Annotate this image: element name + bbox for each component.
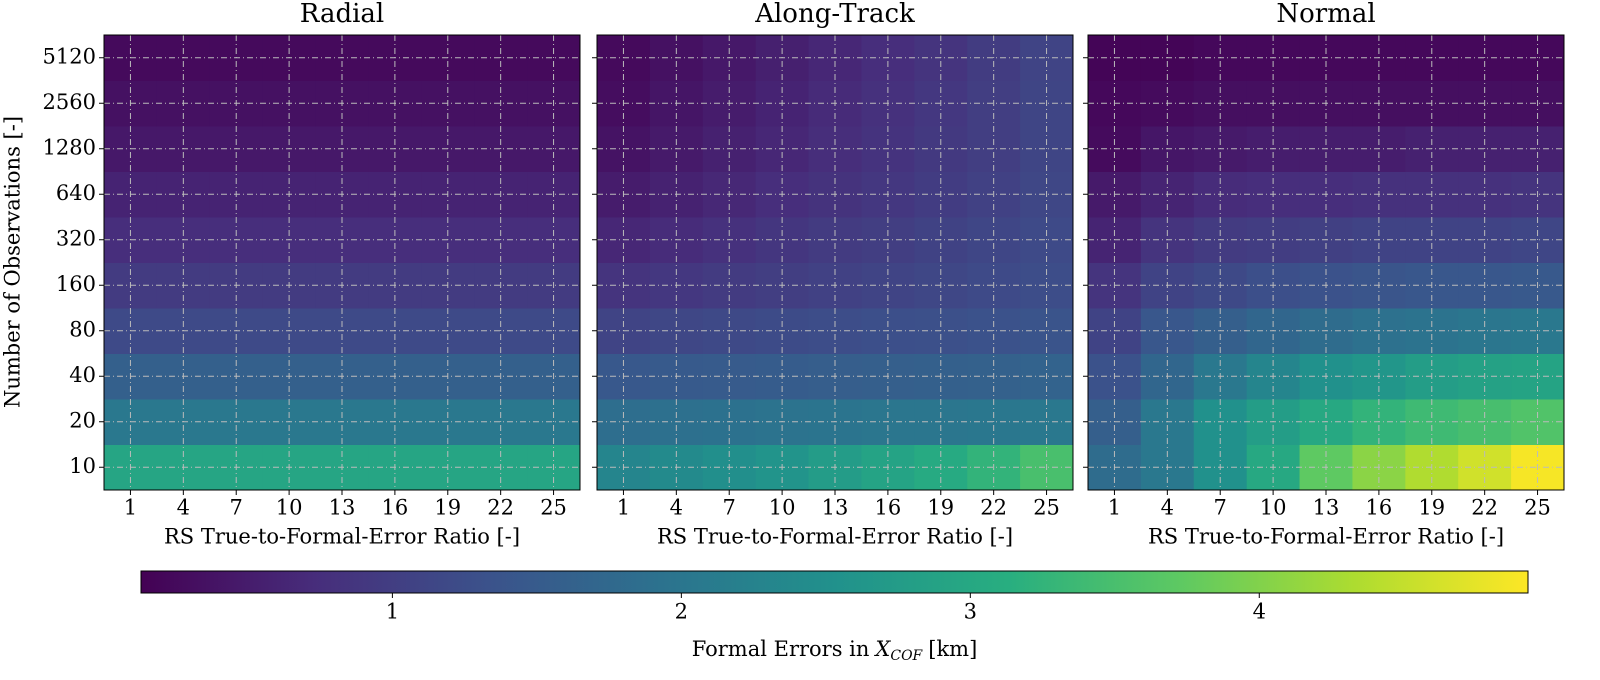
panel-frame — [103, 34, 581, 491]
x-tick-label: 1 — [617, 496, 630, 520]
x-tick-label: 22 — [487, 496, 514, 520]
panel-frame — [1087, 34, 1565, 491]
panel-title: Along-Track — [754, 0, 915, 29]
x-tick-label: 4 — [177, 496, 190, 520]
y-tick-label: 80 — [69, 317, 96, 341]
x-tick-label: 19 — [1418, 496, 1445, 520]
x-tick-label: 1 — [1108, 496, 1121, 520]
y-tick-label: 1280 — [43, 135, 96, 159]
y-tick-label: 40 — [69, 363, 96, 387]
x-tick-label: 25 — [540, 496, 567, 520]
x-axis-label: RS True-to-Formal-Error Ratio [-] — [164, 525, 520, 549]
x-tick-label: 7 — [1214, 496, 1227, 520]
y-axis-label: Number of Observations [-] — [1, 116, 25, 408]
x-tick-label: 4 — [670, 496, 683, 520]
x-axis-label: RS True-to-Formal-Error Ratio [-] — [657, 525, 1013, 549]
colorbar-tick-label: 4 — [1253, 600, 1266, 624]
y-tick-label: 2560 — [43, 90, 96, 114]
colorbar-label-unit: [km] — [928, 637, 977, 661]
x-tick-label: 19 — [434, 496, 461, 520]
colorbar-label: Formal Errors in XCOF [km] — [692, 637, 978, 665]
x-tick-label: 10 — [769, 496, 796, 520]
colorbar-tick-label: 1 — [386, 600, 399, 624]
x-tick-label: 19 — [927, 496, 954, 520]
colorbar-label-var: X — [873, 637, 891, 661]
colorbar-label-sub: COF — [890, 648, 923, 664]
colorbar — [140, 570, 1529, 594]
y-tick-label: 640 — [56, 181, 96, 205]
y-tick-label: 320 — [56, 226, 96, 250]
colorbar-tick-label: 3 — [964, 600, 977, 624]
y-tick-label: 10 — [69, 454, 96, 478]
x-tick-label: 16 — [382, 496, 409, 520]
x-tick-label: 10 — [276, 496, 303, 520]
x-tick-label: 13 — [1313, 496, 1340, 520]
x-tick-label: 13 — [329, 496, 356, 520]
y-tick-label: 20 — [69, 408, 96, 432]
colorbar-tick-label: 2 — [675, 600, 688, 624]
x-tick-label: 4 — [1161, 496, 1174, 520]
x-tick-label: 16 — [1366, 496, 1393, 520]
y-tick-label: 160 — [56, 272, 96, 296]
x-tick-label: 22 — [1471, 496, 1498, 520]
y-tick-label: 5120 — [43, 44, 96, 68]
panel-title: Radial — [300, 0, 384, 29]
x-tick-label: 25 — [1524, 496, 1551, 520]
panel-frame — [596, 34, 1074, 491]
x-tick-label: 7 — [230, 496, 243, 520]
x-tick-label: 10 — [1260, 496, 1287, 520]
x-tick-label: 16 — [875, 496, 902, 520]
x-tick-label: 1 — [124, 496, 137, 520]
colorbar-label-text: Formal Errors in — [692, 637, 870, 661]
x-tick-label: 22 — [980, 496, 1007, 520]
panel-title: Normal — [1276, 0, 1375, 29]
x-tick-label: 13 — [822, 496, 849, 520]
x-axis-label: RS True-to-Formal-Error Ratio [-] — [1148, 525, 1504, 549]
x-tick-label: 25 — [1033, 496, 1060, 520]
x-tick-label: 7 — [723, 496, 736, 520]
